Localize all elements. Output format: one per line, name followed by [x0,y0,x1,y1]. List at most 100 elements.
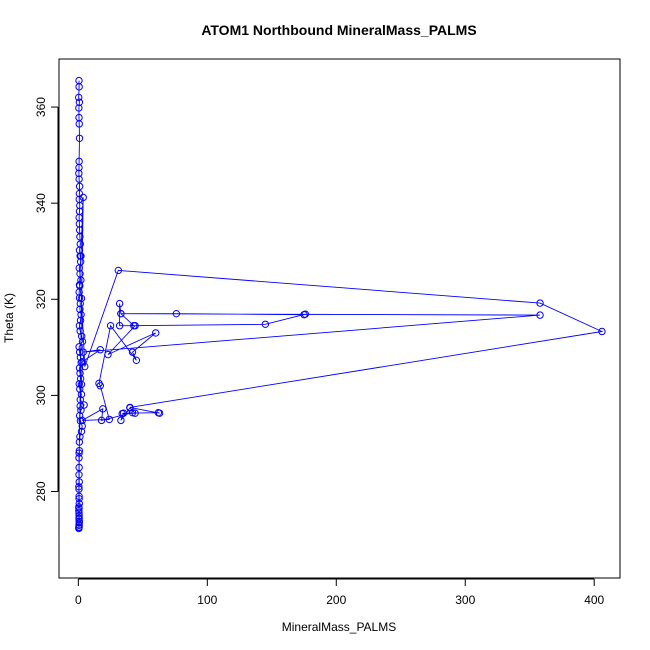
data-point [75,348,84,356]
data-point [76,374,85,383]
data-point [105,415,113,424]
data-point [77,380,86,389]
data-point [75,517,83,525]
data-point [75,463,83,472]
data-point [152,329,160,337]
data-point [117,309,125,318]
data-point [76,233,84,241]
data-point [128,348,137,356]
data-point [76,385,84,393]
data-point [75,288,83,296]
data-point [77,427,86,436]
data-point [75,470,83,479]
data-point [75,182,84,191]
data-point [598,327,606,336]
data-point [115,299,124,308]
data-series [75,76,606,533]
data-point [76,433,84,441]
data-point [75,163,83,172]
data-point [77,390,86,399]
x-tick-label: 200 [326,593,346,607]
data-point [75,98,84,106]
data-point [77,294,86,303]
data-point [75,509,83,517]
data-point [99,405,107,413]
data-point [78,416,86,425]
data-point [78,422,86,430]
data-point [77,406,85,414]
x-tick-label: 100 [197,593,217,607]
data-point [77,332,86,340]
x-axis-label: MineralMass_PALMS [282,620,396,634]
y-tick-label: 300 [34,385,48,405]
data-point [77,310,85,319]
data-point [300,310,308,319]
data-point [78,337,87,346]
series-line [78,80,604,529]
data-point [75,343,83,351]
data-point [106,322,115,330]
y-tick-label: 360 [34,97,48,117]
data-point [75,524,83,533]
y-tick-label: 280 [34,481,48,501]
data-point [75,169,83,178]
data-point [75,438,84,446]
data-point [75,322,84,330]
x-tick-label: 400 [584,593,604,607]
data-point [75,511,83,520]
y-tick-label: 340 [34,193,48,213]
data-point [75,514,83,522]
data-point [76,201,84,210]
data-point [75,495,83,503]
data-point [80,401,88,409]
data-point [114,266,123,275]
data-point [75,499,83,508]
data-point [115,322,124,330]
data-point [96,346,104,354]
data-point [536,311,544,319]
data-point [104,350,112,359]
data-point [75,482,83,491]
data-point [75,93,83,102]
data-point [76,327,84,335]
data-point [172,309,181,318]
data-point [75,83,83,91]
chart-title: ATOM1 Northbound MineralMass_PALMS [201,22,476,38]
data-point [261,320,270,328]
data-point [75,175,83,183]
data-point [154,408,163,417]
x-tick-label: 300 [455,593,475,607]
x-axis: 0 100 200 300 400 [75,578,605,607]
data-point [95,379,103,388]
data-point [536,299,544,307]
data-point [79,193,87,202]
data-point [75,189,84,198]
data-point [132,356,141,365]
data-point [75,134,84,142]
data-point [75,454,83,462]
y-tick-label: 320 [34,289,48,309]
y-axis-label: Theta (K) [2,293,16,343]
data-point [75,364,84,372]
data-point [75,449,83,457]
data-point [131,409,139,417]
data-point [78,358,86,366]
data-point [128,408,137,417]
data-point [75,264,83,272]
plot-frame [58,58,621,579]
data-point [75,120,83,128]
data-point [76,369,84,377]
x-tick-label: 0 [75,593,82,607]
data-point [130,322,138,330]
data-point [75,492,83,501]
data-point [75,507,83,515]
data-point [76,305,84,314]
data-point [76,299,84,308]
data-point [77,252,85,260]
data-point [76,402,84,410]
data-point [76,316,85,325]
data-point [75,485,83,493]
y-axis: 280 300 320 340 360 [34,97,59,502]
data-point [75,281,84,289]
